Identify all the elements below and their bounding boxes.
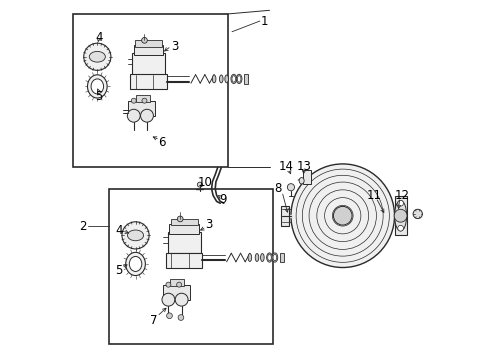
Circle shape bbox=[165, 282, 171, 287]
Bar bbox=[135, 40, 162, 47]
Ellipse shape bbox=[266, 253, 272, 262]
Circle shape bbox=[177, 216, 183, 222]
Bar bbox=[167, 232, 200, 253]
Ellipse shape bbox=[394, 201, 406, 231]
Bar bbox=[244, 74, 247, 84]
Ellipse shape bbox=[91, 79, 103, 94]
Bar bbox=[135, 95, 149, 102]
Text: 4: 4 bbox=[95, 31, 102, 44]
Circle shape bbox=[83, 43, 111, 70]
Circle shape bbox=[397, 201, 403, 206]
Circle shape bbox=[162, 293, 175, 306]
Text: 5: 5 bbox=[115, 264, 122, 276]
Bar bbox=[128, 102, 155, 116]
Ellipse shape bbox=[230, 74, 236, 84]
Bar bbox=[134, 45, 163, 55]
Ellipse shape bbox=[224, 75, 228, 83]
Bar bbox=[165, 252, 202, 267]
Ellipse shape bbox=[236, 74, 242, 84]
Ellipse shape bbox=[237, 76, 241, 82]
Ellipse shape bbox=[125, 252, 145, 275]
Ellipse shape bbox=[212, 75, 216, 83]
Ellipse shape bbox=[299, 177, 304, 184]
Text: 11: 11 bbox=[366, 189, 381, 202]
Text: 12: 12 bbox=[393, 189, 408, 202]
Bar bbox=[279, 253, 283, 262]
Circle shape bbox=[393, 209, 406, 222]
Circle shape bbox=[176, 282, 181, 287]
Ellipse shape bbox=[271, 253, 277, 262]
Circle shape bbox=[127, 109, 140, 122]
Text: 14: 14 bbox=[279, 160, 294, 173]
Ellipse shape bbox=[255, 253, 258, 261]
Circle shape bbox=[290, 164, 394, 267]
Text: 3: 3 bbox=[204, 218, 212, 231]
Text: 4: 4 bbox=[115, 224, 122, 237]
Circle shape bbox=[122, 222, 149, 249]
Text: 3: 3 bbox=[171, 40, 178, 53]
Circle shape bbox=[397, 225, 403, 231]
Ellipse shape bbox=[219, 75, 223, 83]
Bar bbox=[108, 189, 272, 344]
Text: 8: 8 bbox=[274, 183, 282, 195]
Ellipse shape bbox=[272, 254, 276, 261]
Text: 10: 10 bbox=[197, 176, 212, 189]
Ellipse shape bbox=[231, 76, 235, 82]
Bar bbox=[281, 206, 288, 226]
Bar bbox=[132, 53, 164, 75]
Text: 1: 1 bbox=[260, 14, 267, 27]
Bar bbox=[130, 74, 166, 89]
Circle shape bbox=[142, 37, 147, 43]
Text: 2: 2 bbox=[79, 220, 86, 233]
Circle shape bbox=[412, 209, 422, 219]
Ellipse shape bbox=[260, 253, 264, 261]
Bar bbox=[170, 219, 197, 225]
Ellipse shape bbox=[129, 256, 142, 271]
Text: 13: 13 bbox=[296, 160, 311, 173]
Circle shape bbox=[175, 293, 188, 306]
Ellipse shape bbox=[89, 51, 105, 62]
Ellipse shape bbox=[247, 253, 251, 261]
Circle shape bbox=[140, 109, 153, 122]
Text: 5: 5 bbox=[95, 90, 102, 103]
Circle shape bbox=[333, 206, 351, 225]
Circle shape bbox=[287, 184, 294, 191]
Text: 9: 9 bbox=[219, 193, 226, 206]
Bar bbox=[73, 14, 228, 167]
Bar bbox=[169, 224, 198, 234]
Circle shape bbox=[178, 315, 183, 320]
Bar bbox=[303, 170, 311, 184]
Ellipse shape bbox=[87, 75, 107, 98]
Bar bbox=[170, 279, 184, 286]
Circle shape bbox=[332, 205, 352, 226]
Circle shape bbox=[142, 98, 147, 103]
Bar bbox=[163, 285, 189, 300]
Text: 6: 6 bbox=[158, 136, 166, 149]
Circle shape bbox=[166, 313, 172, 319]
Circle shape bbox=[197, 182, 202, 187]
Ellipse shape bbox=[267, 254, 271, 261]
Circle shape bbox=[131, 98, 136, 103]
Bar bbox=[394, 196, 406, 235]
Text: 7: 7 bbox=[149, 314, 157, 327]
Ellipse shape bbox=[127, 230, 143, 241]
